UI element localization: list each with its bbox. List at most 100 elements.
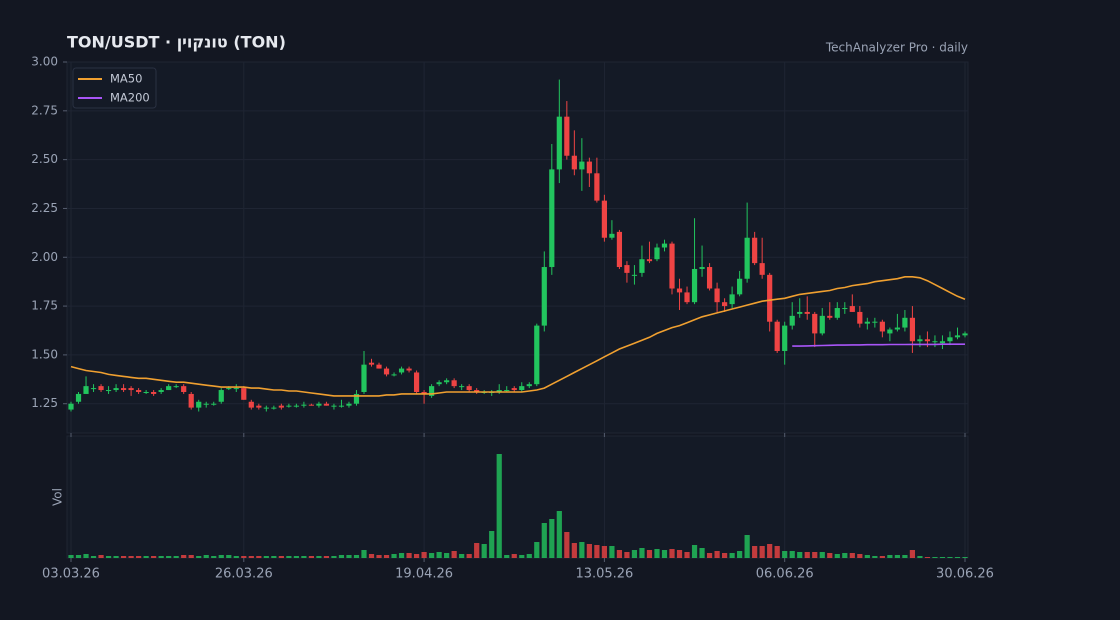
- volume-bar: [504, 555, 510, 558]
- candle-body: [278, 405, 284, 408]
- candle-body: [909, 317, 916, 342]
- volume-bar: [436, 552, 442, 558]
- candle-body: [932, 341, 938, 343]
- volume-bar: [654, 549, 660, 558]
- x-tick-label: 06.06.26: [756, 567, 814, 582]
- volume-bar: [83, 554, 89, 558]
- volume-bar: [534, 542, 540, 558]
- volume-label: Vol: [51, 488, 65, 506]
- volume-bar: [361, 550, 367, 558]
- y-tick-label: 2.50: [31, 152, 58, 166]
- volume-bar: [864, 555, 870, 558]
- volume-bar: [812, 552, 818, 558]
- volume-bar: [549, 519, 555, 558]
- candle-body: [519, 386, 525, 391]
- volume-bar: [834, 554, 840, 558]
- volume-bar: [173, 556, 179, 558]
- candle-body: [173, 386, 179, 388]
- volume-bar: [293, 556, 299, 558]
- volume-bar: [166, 556, 172, 558]
- volume-bar: [804, 552, 810, 558]
- volume-bar: [706, 553, 713, 558]
- candle-body: [549, 169, 555, 268]
- candle-body: [263, 407, 269, 409]
- legend-label: MA50: [110, 72, 142, 86]
- volume-bar: [797, 552, 803, 558]
- volume-bar: [902, 555, 908, 558]
- candle-body: [226, 388, 232, 390]
- volume-bar: [391, 554, 397, 558]
- volume-bar: [947, 557, 953, 558]
- price-pane: [66, 61, 969, 434]
- volume-bar: [932, 557, 938, 558]
- volume-bar: [196, 556, 202, 558]
- volume-bar: [459, 554, 465, 558]
- volume-pane: [66, 435, 969, 559]
- candle-body: [271, 407, 277, 409]
- volume-bar: [481, 544, 487, 558]
- candle-body: [331, 405, 337, 407]
- candle-body: [819, 315, 825, 334]
- volume-bar: [105, 556, 112, 558]
- candle-body: [188, 393, 194, 408]
- candle-body: [248, 401, 254, 408]
- volume-bar: [782, 551, 788, 558]
- volume-bar: [263, 556, 269, 558]
- candle-body: [474, 390, 480, 392]
- candle-body: [586, 161, 592, 174]
- volume-bar: [75, 555, 82, 558]
- volume-bar: [594, 545, 600, 558]
- candle-body: [864, 321, 870, 324]
- chart-subtitle: TechAnalyzer Pro · daily: [825, 41, 968, 55]
- volume-bar: [496, 454, 502, 558]
- volume-bar: [128, 556, 134, 558]
- volume-bar: [752, 546, 758, 558]
- volume-bar: [601, 546, 607, 558]
- candle-body: [444, 380, 450, 383]
- candle-body: [616, 231, 623, 268]
- volume-bar: [323, 556, 330, 558]
- candle-body: [789, 315, 795, 326]
- volume-bar: [909, 550, 916, 558]
- y-tick-label: 1.25: [31, 396, 58, 410]
- candle-body: [504, 390, 510, 392]
- candle-body: [894, 327, 900, 330]
- volume-bar: [676, 550, 683, 558]
- candle-body: [857, 311, 863, 324]
- candle-body: [376, 364, 382, 369]
- candle-body: [721, 302, 728, 307]
- volume-bar: [939, 557, 946, 558]
- candle-body: [353, 393, 360, 404]
- volume-bar: [586, 544, 592, 558]
- volume-bar: [331, 556, 337, 558]
- candle-body: [902, 317, 908, 328]
- volume-bar: [316, 556, 322, 558]
- volume-bar: [744, 535, 750, 558]
- candle-body: [639, 259, 645, 273]
- volume-bar: [646, 550, 653, 558]
- candle-body: [737, 278, 743, 295]
- y-tick-label: 1.50: [31, 347, 58, 361]
- volume-bar: [684, 552, 690, 558]
- candle-body: [293, 405, 299, 407]
- candle-body: [729, 294, 735, 305]
- candle-body: [436, 382, 442, 385]
- candle-body: [646, 259, 653, 262]
- volume-bar: [211, 556, 217, 558]
- y-tick-label: 2.75: [31, 103, 58, 117]
- candle-body: [98, 386, 104, 391]
- candle-body: [834, 308, 840, 318]
- volume-bar: [526, 554, 532, 558]
- candle-body: [151, 391, 157, 394]
- candle-body: [564, 116, 570, 156]
- candle-body: [827, 315, 833, 318]
- volume-bar: [398, 553, 405, 558]
- candle-body: [241, 388, 247, 400]
- candle-body: [879, 321, 885, 332]
- candle-body: [624, 265, 630, 273]
- volume-bar: [879, 556, 885, 558]
- volume-bar: [489, 531, 495, 558]
- volume-bar: [338, 555, 345, 558]
- candle-body: [421, 391, 427, 394]
- volume-bar: [271, 556, 277, 558]
